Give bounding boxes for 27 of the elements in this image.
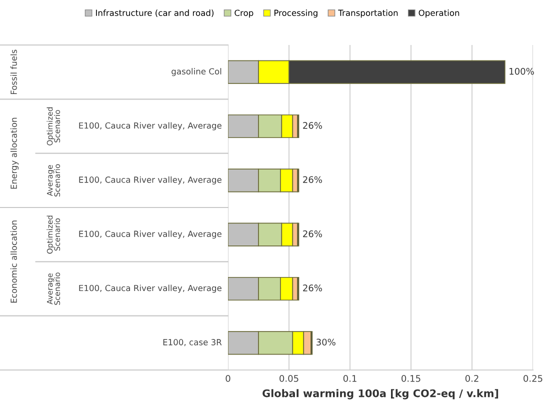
y-tick-label: E100, Cauca River valley, Average	[79, 284, 222, 293]
annotation: 26%	[303, 176, 322, 184]
legend-label: Infrastructure (car and road)	[96, 10, 214, 17]
y-tick-label: E100, Cauca River valley, Average	[79, 176, 222, 184]
x-axis-title: Global warming 100a [kg CO2-eq / v.km]	[262, 389, 498, 400]
x-tick-label: 0.1	[343, 375, 356, 382]
y-tick-label: gasoline Col	[172, 68, 222, 76]
legend-label: Crop	[234, 10, 254, 18]
x-tick-label: 0.15	[402, 375, 420, 382]
y-tick-label: E100, Cauca River valley, Average	[79, 122, 222, 130]
text: Energy allocation	[10, 118, 19, 189]
annotation: 100%	[510, 68, 534, 75]
text: Fossil fuels	[10, 50, 17, 94]
annotation: 26%	[303, 122, 322, 129]
x-tick-label: 0.05	[280, 375, 298, 382]
x-tick-label: 0.25	[524, 375, 542, 382]
annotation: 26%	[303, 230, 322, 238]
legend-label: Processing	[274, 10, 318, 18]
legend-label: Operation	[418, 10, 460, 18]
text: Economic allocation	[10, 220, 17, 303]
x-tick-label: 0.2	[465, 375, 478, 382]
x-tick-label: 0	[226, 375, 230, 382]
annotation: 30%	[316, 338, 336, 346]
legend-label: Transportation	[338, 10, 398, 18]
annotation: 26%	[303, 284, 322, 292]
y-tick-label: E100, case 3R	[163, 339, 222, 346]
y-tick-label: E100, Cauca River valley, Average	[79, 230, 222, 239]
